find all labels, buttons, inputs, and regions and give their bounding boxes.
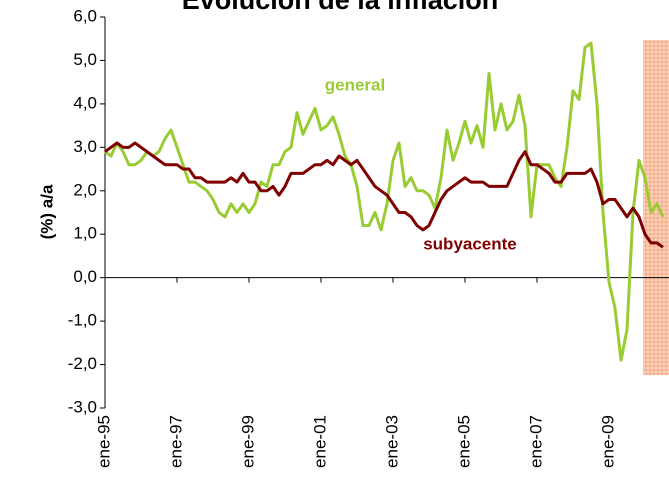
- line-series: [104, 41, 665, 362]
- y-tick-label: 3,0: [73, 137, 97, 156]
- x-tick-label: ene-01: [310, 415, 329, 468]
- y-tick-label: 6,0: [73, 6, 97, 25]
- x-tick-label: ene-05: [454, 415, 473, 468]
- y-tick-label: -2,0: [68, 354, 97, 373]
- y-tick-label: 2,0: [73, 180, 97, 199]
- x-tick-label: ene-07: [526, 415, 545, 468]
- line-series: [104, 141, 664, 249]
- y-tick-label: 0,0: [73, 267, 97, 286]
- x-tick-label: ene-99: [238, 415, 257, 468]
- y-axis-label: (%) a/a: [37, 184, 56, 239]
- series-label: general: [325, 75, 385, 94]
- y-tick-label: -1,0: [68, 311, 97, 330]
- chart-title: Evolución de la inflación: [182, 0, 499, 15]
- x-tick-label: ene-03: [382, 415, 401, 468]
- x-tick-label: ene-95: [94, 415, 113, 468]
- y-tick-label: 5,0: [73, 50, 97, 69]
- y-tick-label: 1,0: [73, 224, 97, 243]
- series-label: subyacente: [423, 234, 517, 253]
- y-tick-label: 4,0: [73, 93, 97, 112]
- y-tick-label: -3,0: [68, 397, 97, 416]
- x-tick-label: ene-97: [166, 415, 185, 468]
- x-tick-label: ene-09: [598, 415, 617, 468]
